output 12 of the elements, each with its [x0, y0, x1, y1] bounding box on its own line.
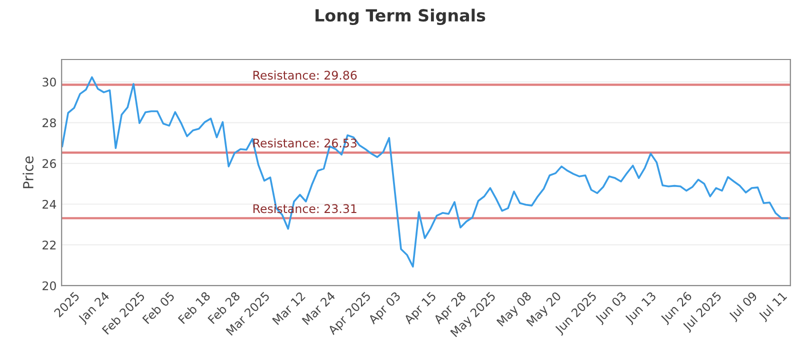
x-tick-label: Jul 11 — [758, 291, 789, 322]
y-tick-label: 30 — [42, 78, 56, 87]
y-tick-label: 28 — [42, 118, 56, 128]
x-tick-label: Jun 13 — [624, 291, 658, 326]
y-tick-label: 22 — [42, 240, 56, 250]
x-tick-label: Jul 09 — [728, 291, 760, 322]
y-tick-label: 26 — [42, 159, 56, 168]
chart-title: Long Term Signals — [316, 8, 486, 26]
y-tick-label: 24 — [42, 200, 56, 209]
ref-line-label: Resistance: 29.86 — [253, 70, 357, 80]
y-tick-label: 20 — [42, 281, 56, 290]
y-axis-title: Price — [22, 156, 34, 188]
